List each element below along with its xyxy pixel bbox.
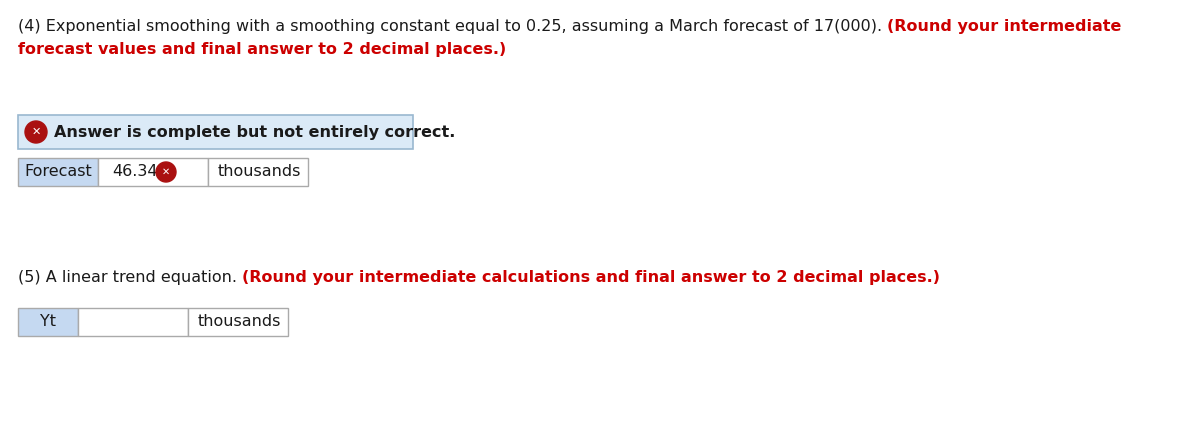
Circle shape — [156, 162, 176, 182]
Text: ✕: ✕ — [31, 127, 41, 137]
FancyBboxPatch shape — [208, 158, 308, 186]
Text: 46.34: 46.34 — [112, 164, 157, 180]
Text: (5) A linear trend equation.: (5) A linear trend equation. — [18, 270, 242, 285]
Text: (4) Exponential smoothing with a smoothing constant equal to 0.25, assuming a Ma: (4) Exponential smoothing with a smoothi… — [18, 19, 887, 34]
Text: thousands: thousands — [198, 315, 281, 329]
FancyBboxPatch shape — [188, 308, 288, 336]
FancyBboxPatch shape — [98, 158, 208, 186]
Text: ✕: ✕ — [162, 167, 170, 177]
Text: Forecast: Forecast — [24, 164, 92, 180]
Text: Answer is complete but not entirely correct.: Answer is complete but not entirely corr… — [54, 125, 455, 139]
Text: forecast values and final answer to 2 decimal places.): forecast values and final answer to 2 de… — [18, 42, 506, 57]
Text: (Round your intermediate calculations and final answer to 2 decimal places.): (Round your intermediate calculations an… — [242, 270, 940, 285]
FancyBboxPatch shape — [18, 158, 98, 186]
FancyBboxPatch shape — [18, 308, 78, 336]
FancyBboxPatch shape — [78, 308, 188, 336]
Text: Yt: Yt — [40, 315, 56, 329]
Text: (Round your intermediate: (Round your intermediate — [887, 19, 1122, 34]
Circle shape — [25, 121, 47, 143]
FancyBboxPatch shape — [18, 115, 413, 149]
Text: thousands: thousands — [218, 164, 301, 180]
